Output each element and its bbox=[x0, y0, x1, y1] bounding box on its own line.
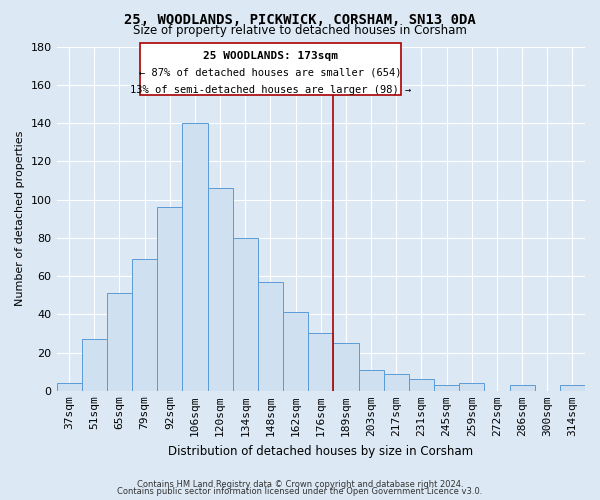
Bar bbox=[132, 259, 157, 391]
Bar bbox=[82, 339, 107, 391]
X-axis label: Distribution of detached houses by size in Corsham: Distribution of detached houses by size … bbox=[168, 444, 473, 458]
Text: Contains HM Land Registry data © Crown copyright and database right 2024.: Contains HM Land Registry data © Crown c… bbox=[137, 480, 463, 489]
Bar bbox=[283, 312, 308, 391]
Bar bbox=[560, 385, 585, 391]
Text: 13% of semi-detached houses are larger (98) →: 13% of semi-detached houses are larger (… bbox=[130, 85, 411, 95]
Text: Size of property relative to detached houses in Corsham: Size of property relative to detached ho… bbox=[133, 24, 467, 37]
Bar bbox=[334, 343, 359, 391]
Bar bbox=[308, 334, 334, 391]
FancyBboxPatch shape bbox=[140, 43, 401, 94]
Bar bbox=[409, 380, 434, 391]
Text: ← 87% of detached houses are smaller (654): ← 87% of detached houses are smaller (65… bbox=[139, 68, 401, 78]
Y-axis label: Number of detached properties: Number of detached properties bbox=[15, 131, 25, 306]
Bar bbox=[208, 188, 233, 391]
Bar bbox=[182, 123, 208, 391]
Text: 25, WOODLANDS, PICKWICK, CORSHAM, SN13 0DA: 25, WOODLANDS, PICKWICK, CORSHAM, SN13 0… bbox=[124, 12, 476, 26]
Bar bbox=[509, 385, 535, 391]
Bar bbox=[157, 208, 182, 391]
Bar bbox=[383, 374, 409, 391]
Bar bbox=[107, 294, 132, 391]
Bar bbox=[258, 282, 283, 391]
Text: Contains public sector information licensed under the Open Government Licence v3: Contains public sector information licen… bbox=[118, 487, 482, 496]
Bar bbox=[459, 383, 484, 391]
Bar bbox=[233, 238, 258, 391]
Text: 25 WOODLANDS: 173sqm: 25 WOODLANDS: 173sqm bbox=[203, 50, 338, 60]
Bar bbox=[359, 370, 383, 391]
Bar bbox=[434, 385, 459, 391]
Bar bbox=[56, 383, 82, 391]
